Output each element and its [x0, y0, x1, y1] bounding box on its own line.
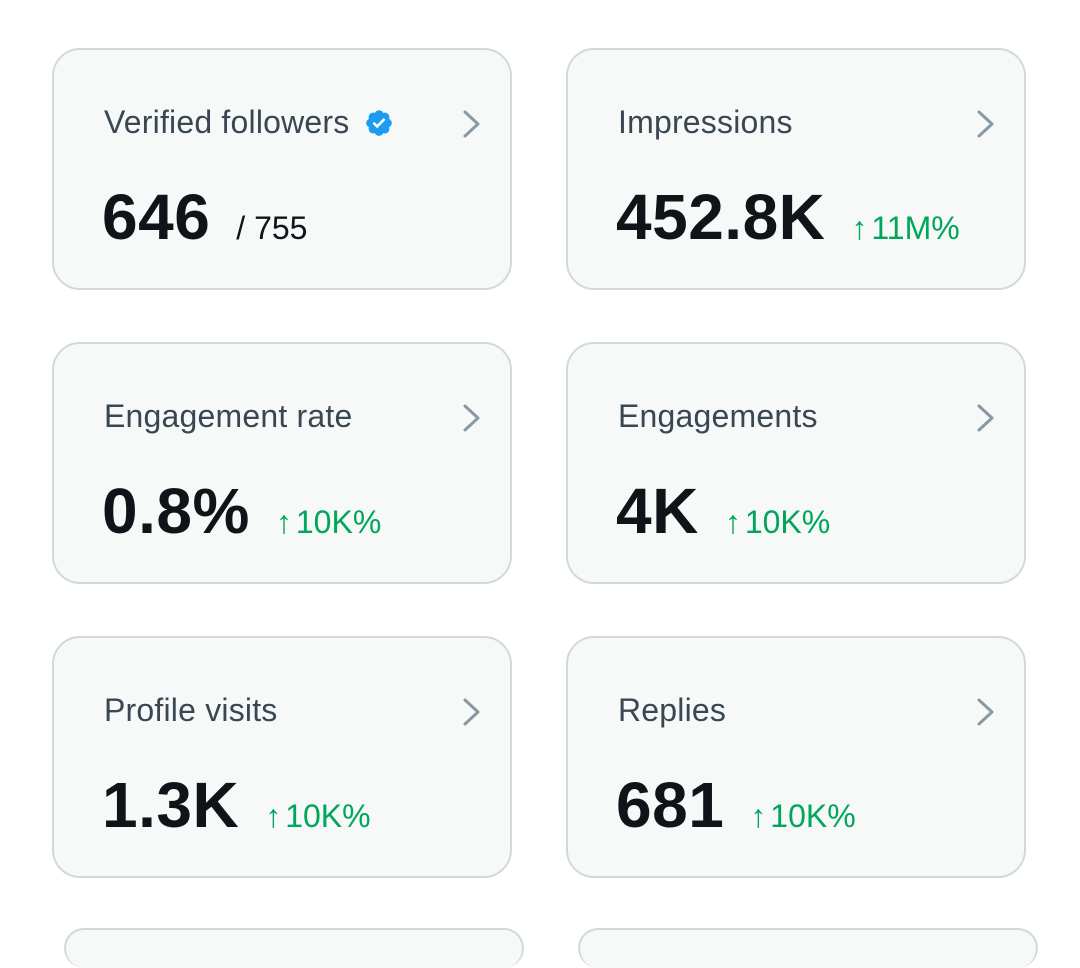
card-value: 0.8%	[102, 475, 250, 547]
card-label: Impressions	[618, 104, 793, 141]
card-engagement-rate[interactable]: Engagement rate 0.8% ↑ 10K%	[52, 342, 512, 584]
arrow-up-icon: ↑	[851, 210, 868, 246]
chevron-right-icon[interactable]	[974, 696, 998, 728]
card-change: ↑ 10K%	[725, 504, 830, 541]
card-label: Engagement rate	[104, 398, 353, 435]
analytics-cards-grid: Verified followers 646 / 755 Impressions…	[52, 48, 1038, 968]
arrow-up-icon: ↑	[750, 798, 767, 834]
card-value: 4K	[616, 475, 699, 547]
card-label-text: Engagements	[618, 398, 818, 434]
card-value-row: 0.8% ↑ 10K%	[102, 474, 381, 548]
card-change: ↑ 10K%	[276, 504, 381, 541]
chevron-right-icon[interactable]	[460, 402, 484, 434]
card-value: 681	[616, 769, 725, 841]
card-label-text: Impressions	[618, 104, 793, 140]
card-label-text: Engagement rate	[104, 398, 353, 434]
card-value: 646	[102, 181, 211, 253]
card-engagements[interactable]: Engagements 4K ↑ 10K%	[566, 342, 1026, 584]
card-change-value: 10K%	[744, 504, 831, 540]
card-change: ↑ 10K%	[750, 798, 855, 835]
card-verified-followers[interactable]: Verified followers 646 / 755	[52, 48, 512, 290]
chevron-right-icon[interactable]	[974, 108, 998, 140]
card-profile-visits[interactable]: Profile visits 1.3K ↑ 10K%	[52, 636, 512, 878]
card-label: Engagements	[618, 398, 818, 435]
card-label-text: Replies	[618, 692, 727, 728]
card-partial-right[interactable]	[578, 928, 1038, 968]
card-change-value: 10K%	[295, 504, 382, 540]
chevron-right-icon[interactable]	[974, 402, 998, 434]
card-value: 1.3K	[102, 769, 240, 841]
card-value-row: 1.3K ↑ 10K%	[102, 768, 371, 842]
card-value-row: 4K ↑ 10K%	[616, 474, 830, 548]
chevron-right-icon[interactable]	[460, 696, 484, 728]
card-label: Verified followers	[104, 104, 394, 141]
arrow-up-icon: ↑	[265, 798, 282, 834]
card-label: Replies	[618, 692, 726, 729]
card-value-row: 452.8K ↑ 11M%	[616, 180, 960, 254]
card-value-row: 681 ↑ 10K%	[616, 768, 856, 842]
card-value: 452.8K	[616, 181, 826, 253]
card-total: / 755	[236, 210, 308, 246]
chevron-right-icon[interactable]	[460, 108, 484, 140]
arrow-up-icon: ↑	[724, 504, 741, 540]
card-change-value: 11M%	[871, 210, 960, 246]
card-partial-left[interactable]	[64, 928, 524, 968]
card-label-text: Profile visits	[104, 692, 278, 728]
arrow-up-icon: ↑	[275, 504, 292, 540]
card-replies[interactable]: Replies 681 ↑ 10K%	[566, 636, 1026, 878]
card-change: ↑ 11M%	[851, 210, 959, 247]
card-value-row: 646 / 755	[102, 180, 307, 254]
card-change-value: 10K%	[770, 798, 856, 834]
card-change-value: 10K%	[285, 798, 371, 834]
card-change: ↑ 10K%	[265, 798, 370, 835]
verified-badge-icon	[365, 109, 392, 136]
card-label: Profile visits	[104, 692, 278, 729]
card-impressions[interactable]: Impressions 452.8K ↑ 11M%	[566, 48, 1026, 290]
card-label-text: Verified followers	[104, 104, 350, 140]
